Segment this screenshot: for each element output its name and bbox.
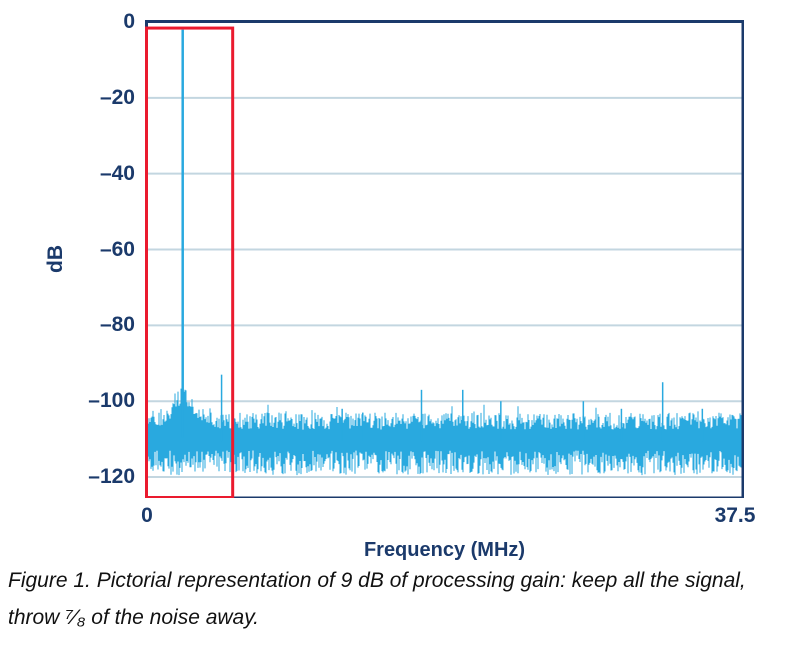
figure-caption-line2: throw ⁷⁄₈ of the noise away. xyxy=(8,606,260,629)
x-tick-label-max: 37.5 xyxy=(714,504,756,527)
x-tick-label-0: 0 xyxy=(141,504,153,527)
x-axis-title: Frequency (MHz) xyxy=(363,539,526,561)
plot-area xyxy=(145,20,744,498)
y-axis-title: dB xyxy=(44,245,67,273)
y-tick-label: –20 xyxy=(99,85,135,109)
y-tick-label: –40 xyxy=(99,161,135,185)
y-tick-label: –60 xyxy=(99,237,135,261)
y-tick-label: –100 xyxy=(88,389,135,413)
highlight-box xyxy=(145,26,235,498)
y-tick-label: –120 xyxy=(88,465,135,489)
y-tick-label: 0 xyxy=(123,10,135,33)
y-tick-label: –80 xyxy=(99,313,135,337)
figure-caption-line1: Figure 1. Pictorial representation of 9 … xyxy=(8,569,746,592)
